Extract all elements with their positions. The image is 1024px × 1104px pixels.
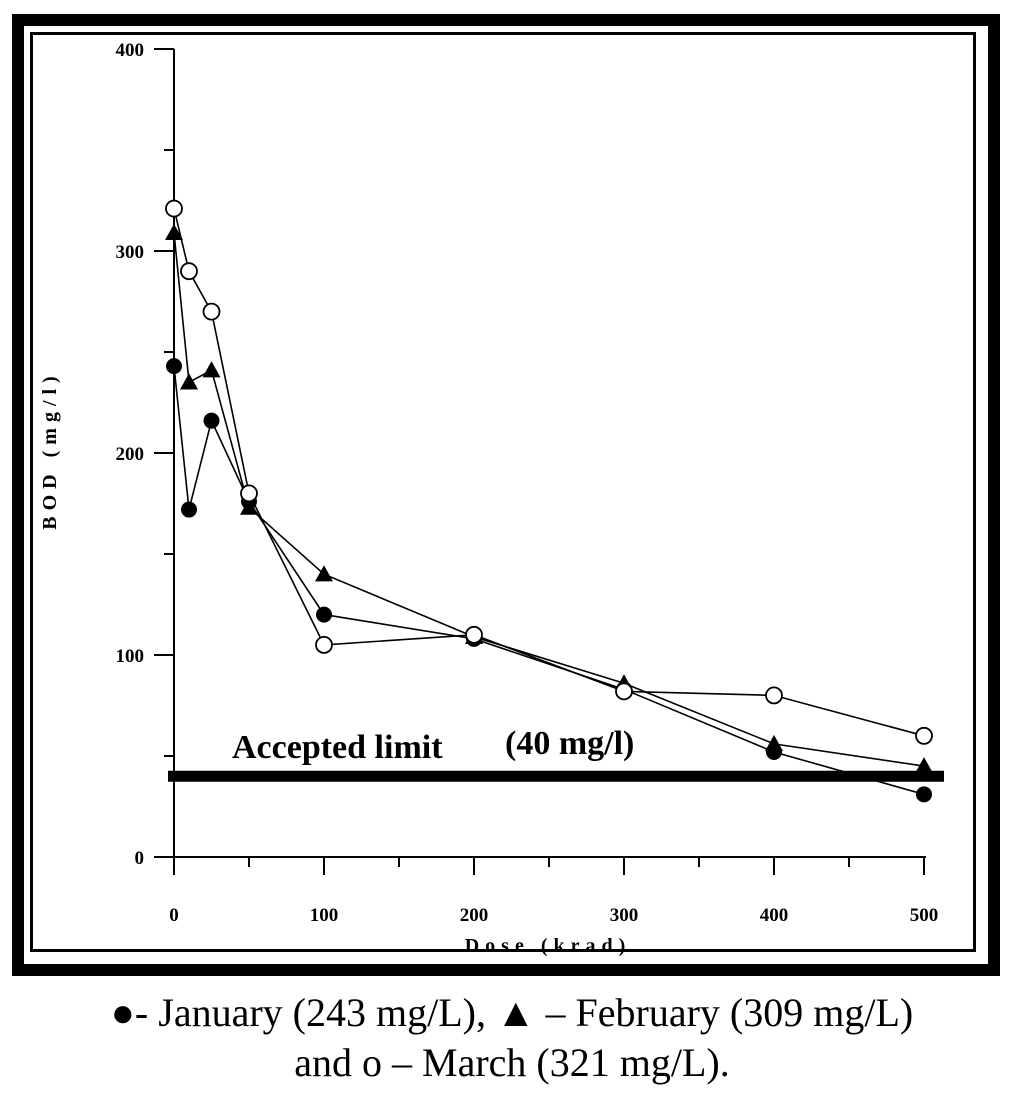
chart-axes: 0 100 200 300 400 0 100 200 300 400 500 [116,40,939,926]
series-layer [165,199,933,803]
y-axis-title: BOD (mg/l) [39,370,61,529]
data-point-filled-circle [166,358,182,375]
data-point-filled-circle [181,501,197,518]
chart-frame [12,14,1000,976]
data-point-filled-triangle [240,498,258,515]
data-point-open-circle [315,636,333,654]
chart-frame-border [30,32,976,952]
x-tick-label: 400 [760,905,789,926]
data-point-open-circle [202,302,221,321]
series-line [173,208,925,737]
x-axis-title: Dose (krad) [465,935,632,957]
series-2 [165,223,933,774]
x-tick-label: 0 [169,905,179,926]
y-tick-label: 100 [116,646,145,667]
x-tick-label: 100 [310,905,339,926]
y-tick-label: 400 [116,40,145,61]
data-point-open-circle [915,726,933,745]
y-tick-label: 0 [135,848,145,869]
caption-line-1: ●- January (243 mg/L), ▲ – February (309… [110,990,914,1035]
y-tick-label: 200 [116,444,145,465]
data-point-open-circle [240,484,258,503]
data-point-open-circle [180,262,198,281]
y-tick-label: 300 [116,242,145,263]
data-point-filled-triangle [765,734,783,752]
x-tick-label: 200 [460,905,489,926]
accepted-limit-group: Accepted limit (40 mg/l) [168,725,944,782]
figure-caption: ●- January (243 mg/L), ▲ – February (309… [0,988,1024,1088]
x-tick-label: 300 [610,905,639,926]
chart-frame-inner [24,26,988,964]
data-point-open-circle [465,625,483,644]
data-point-filled-triangle [202,361,221,378]
caption-line-2: and o – March (321 mg/L). [294,1040,730,1085]
data-point-filled-triangle [915,757,933,774]
data-point-filled-triangle [165,223,183,241]
data-point-filled-triangle [315,565,333,582]
series-line [173,232,925,767]
x-tick-label: 500 [910,905,939,926]
data-point-filled-triangle [180,373,198,390]
data-point-open-circle [765,686,783,705]
data-point-filled-circle [316,606,332,623]
data-point-filled-circle [203,412,220,429]
bod-dose-chart: 0 100 200 300 400 0 100 200 300 400 500 Accepted l… [39,40,944,957]
accepted-limit-value: (40 mg/l) [505,725,634,762]
accepted-limit-label: Accepted limit [232,729,443,766]
data-point-filled-circle [916,786,932,803]
data-point-open-circle [615,682,633,701]
series-3 [165,199,933,745]
data-point-open-circle [165,199,183,218]
